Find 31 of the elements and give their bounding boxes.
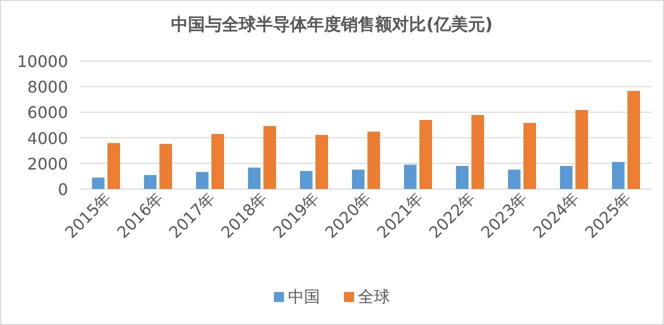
- bar: [560, 166, 572, 189]
- y-tick-label: 6000: [27, 103, 68, 122]
- bar: [352, 170, 364, 189]
- legend-label: 全球: [358, 287, 390, 306]
- y-tick-label: 10000: [17, 52, 68, 71]
- bar: [472, 115, 484, 189]
- chart-title: 中国与全球半导体年度销售额对比(亿美元): [171, 15, 493, 35]
- bar: [508, 170, 520, 189]
- bar: [144, 175, 156, 189]
- bar: [316, 134, 328, 189]
- bar: [248, 168, 260, 189]
- y-tick-label: 2000: [27, 154, 68, 174]
- bar: [264, 126, 276, 189]
- bar: [628, 90, 640, 189]
- y-tick-label: 4000: [27, 128, 68, 148]
- bar: [612, 162, 624, 189]
- bar: [456, 166, 468, 189]
- bar: [160, 144, 172, 189]
- bar: [368, 132, 380, 189]
- bar: [524, 122, 536, 189]
- bar: [108, 143, 120, 189]
- bar: [92, 178, 104, 189]
- legend-label: 中国: [288, 287, 320, 306]
- y-tick-label: 0: [58, 180, 68, 199]
- y-tick-label: 8000: [27, 78, 68, 97]
- bar: [212, 134, 224, 189]
- bar: [420, 120, 432, 189]
- bar: [404, 164, 416, 189]
- bar: [196, 172, 208, 189]
- bar: [576, 110, 588, 189]
- bar: [300, 170, 312, 189]
